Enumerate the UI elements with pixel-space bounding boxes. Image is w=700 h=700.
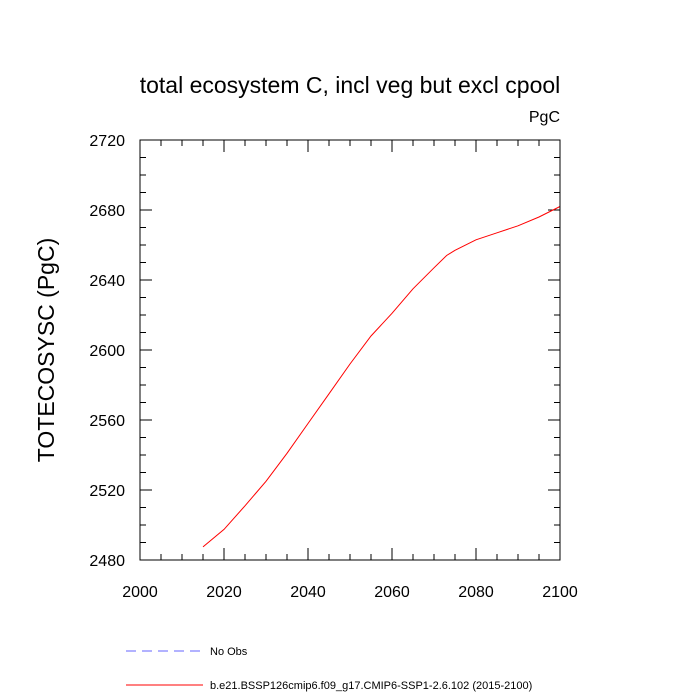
y-tick-label: 2640 [89,273,125,290]
y-axis-label: TOTECOSYSC (PgC) [33,238,59,463]
x-tick-label: 2080 [458,584,494,601]
chart-units: PgC [529,109,560,126]
x-tick-label: 2000 [122,584,158,601]
x-tick-label: 2020 [206,584,242,601]
series-line-1 [202,206,561,548]
plot-frame [139,139,561,561]
y-tick-label: 2480 [89,553,125,570]
y-tick-label: 2720 [89,133,125,150]
x-tick-label: 2100 [542,584,578,601]
x-tick-label: 2060 [374,584,410,601]
y-tick-label: 2680 [89,203,125,220]
y-tick-label: 2520 [89,483,125,500]
legend-label: b.e21.BSSP126cmip6.f09_g17.CMIP6-SSP1-2.… [210,680,532,692]
chart-title: total ecosystem C, incl veg but excl cpo… [140,72,561,98]
y-tick-label: 2560 [89,413,125,430]
legend-label: No Obs [210,646,248,658]
x-tick-label: 2040 [290,584,326,601]
y-tick-label: 2600 [89,343,125,360]
legend: No Obs b.e21.BSSP126cmip6.f09_g17.CMIP6-S… [126,646,532,692]
